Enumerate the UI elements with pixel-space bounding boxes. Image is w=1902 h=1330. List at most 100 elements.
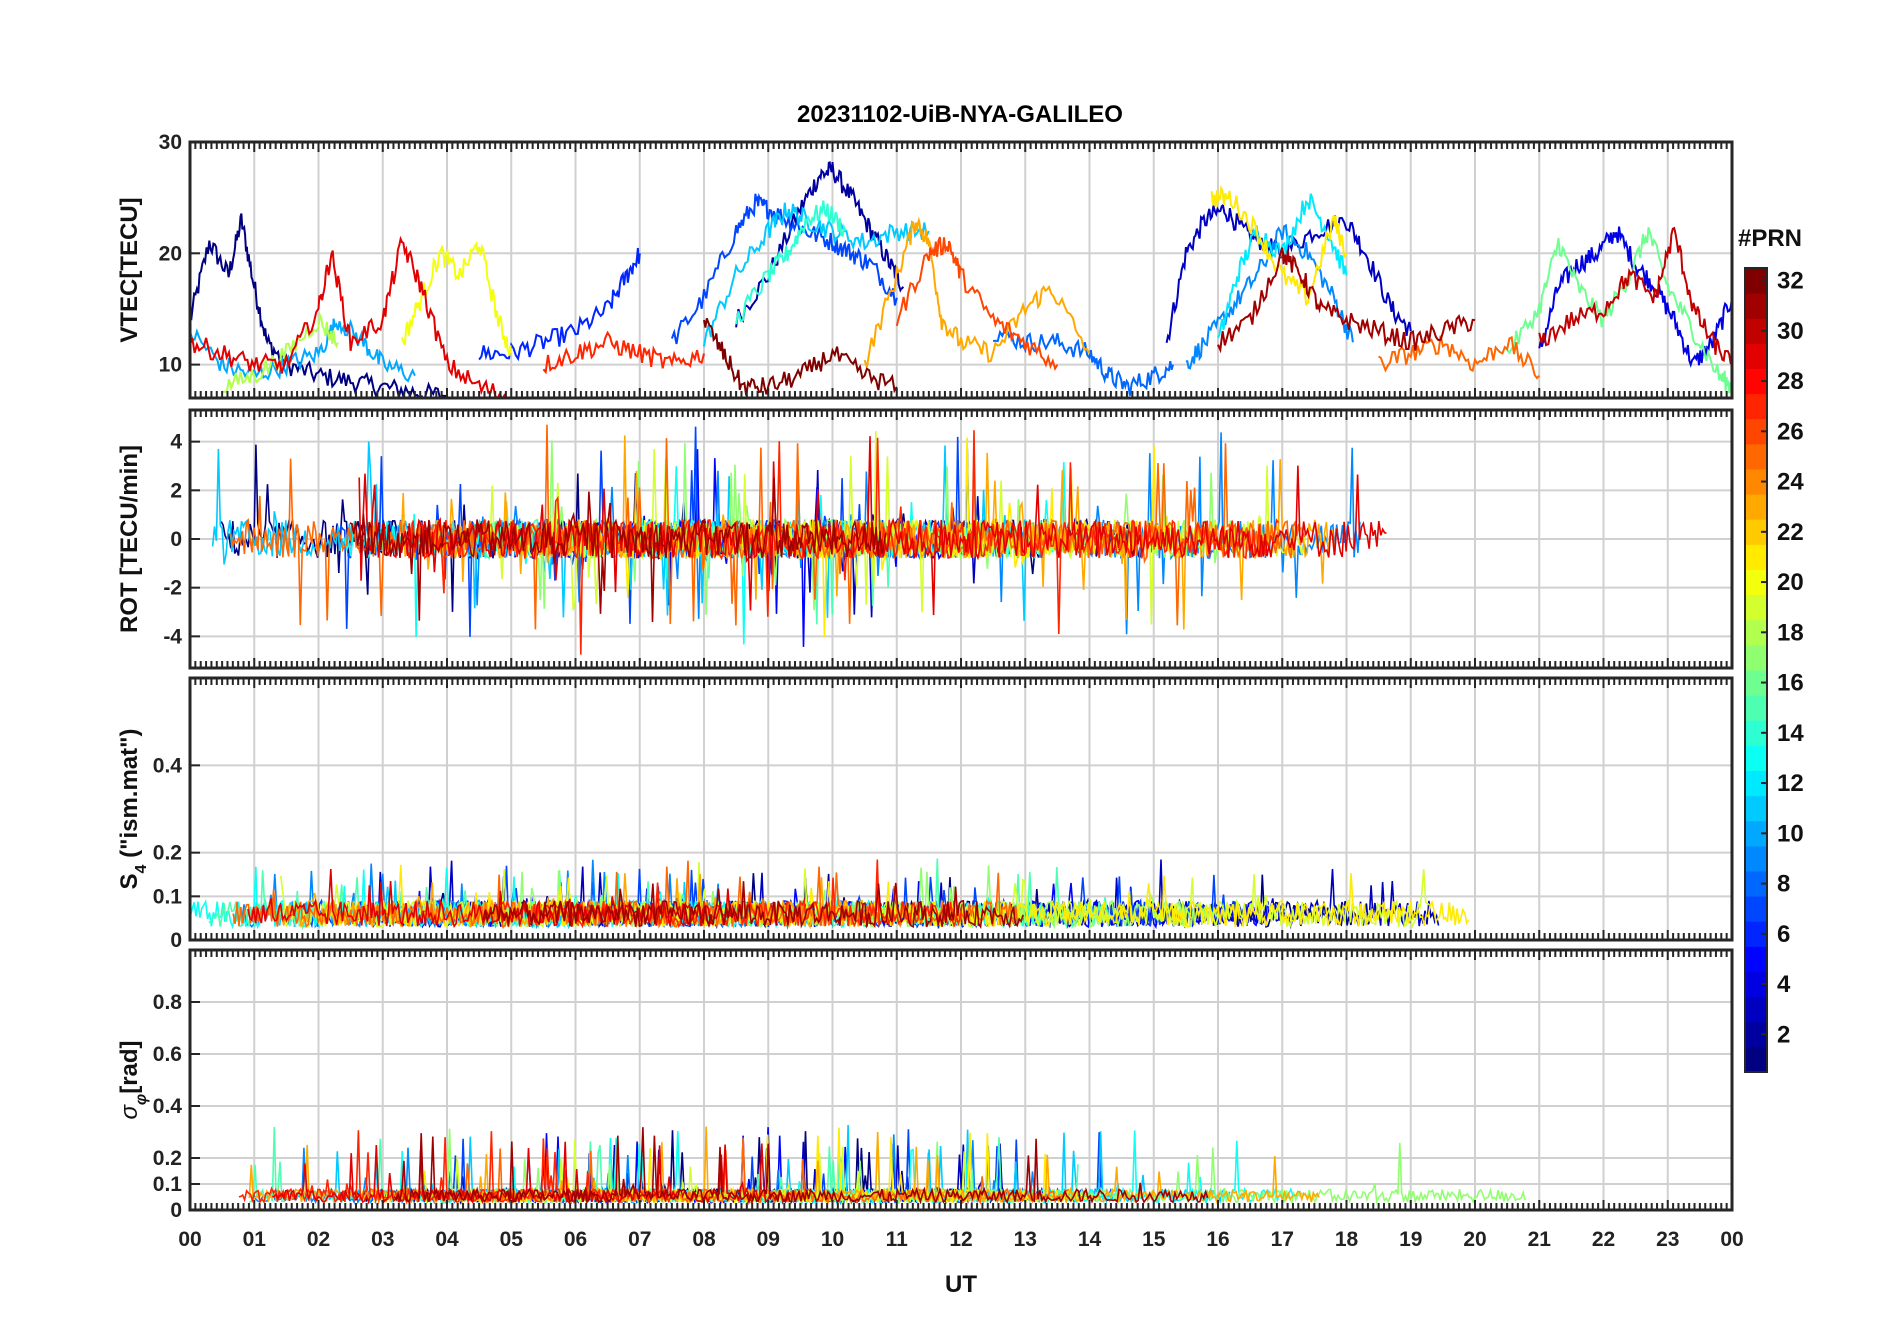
x-tick-label: 13 <box>1014 1228 1037 1251</box>
x-tick-label: 22 <box>1592 1228 1615 1251</box>
colorbar-tick-label: 4 <box>1777 971 1791 998</box>
vtec-series-prn-27 <box>542 330 705 375</box>
vtec-series-prn-30 <box>1538 226 1732 366</box>
colorbar-band <box>1745 845 1767 872</box>
colorbar-band <box>1745 946 1767 972</box>
colorbar-band <box>1745 318 1767 344</box>
colorbar-band <box>1745 695 1767 721</box>
y-axis-label-sigma_phi: σφ[rad] <box>116 1040 150 1119</box>
x-tick-label: 10 <box>821 1228 844 1251</box>
y-tick-label-rot: 2 <box>170 479 182 502</box>
panel-sigma_phi: 0 0.1 0.2 0.4 0.6 0.8 σφ[rad] <box>116 948 1734 1222</box>
colorbar-band <box>1745 268 1767 294</box>
x-tick-label: 03 <box>371 1228 394 1251</box>
vtec-series-prn-7 <box>670 192 898 345</box>
x-tick-label: 20 <box>1463 1228 1486 1251</box>
s4-trace-prn-31 <box>482 881 1024 930</box>
vtec-series-prn-10 <box>190 318 416 383</box>
x-tick-label: 00 <box>1720 1228 1743 1251</box>
x-tick-label: 07 <box>628 1228 651 1251</box>
y-tick-label-sigma_phi: 0.8 <box>153 991 183 1014</box>
colorbar-band <box>1745 293 1767 319</box>
colorbar-tick-label: 32 <box>1777 268 1804 295</box>
colorbar-band <box>1745 519 1767 545</box>
x-tick-label: 23 <box>1656 1228 1679 1251</box>
vtec-series-prn-18 <box>222 311 339 393</box>
colorbar-band <box>1745 820 1767 847</box>
x-tick-label: 05 <box>500 1228 524 1251</box>
vtec-series-prn-16 <box>1506 227 1732 394</box>
vtec-series-prn-26 <box>895 236 1059 371</box>
colorbar-band <box>1745 720 1767 746</box>
y-tick-label-vtec: 20 <box>159 242 182 265</box>
vtec-series-prn-32 <box>703 317 898 396</box>
vtec-series-prn-8 <box>992 327 1174 396</box>
x-tick-label: 17 <box>1271 1228 1294 1251</box>
colorbar-band <box>1745 569 1767 596</box>
series-group-sigma_phi <box>238 1124 1526 1206</box>
y-tick-label-vtec: 30 <box>159 131 182 154</box>
colorbar-band <box>1745 1021 1767 1048</box>
y-tick-label-s4: 0.1 <box>153 885 183 908</box>
vtec-series-prn-25 <box>1378 335 1541 380</box>
x-tick-label: 15 <box>1142 1228 1166 1251</box>
vtec-series-prn-23 <box>863 216 1091 368</box>
colorbar-tick-label: 30 <box>1777 318 1804 345</box>
colorbar-tick-label: 20 <box>1777 569 1804 596</box>
colorbar-band <box>1745 670 1767 696</box>
vtec-series-prn-6 <box>478 247 641 362</box>
y-tick-label-rot: 0 <box>170 528 182 551</box>
colorbar-band <box>1745 469 1767 495</box>
colorbar-band <box>1745 443 1767 470</box>
x-tick-label: 11 <box>886 1228 909 1251</box>
colorbar-tick-label: 12 <box>1777 770 1804 797</box>
chart-title: 20231102-UiB-NYA-GALILEO <box>797 101 1123 128</box>
x-tick-label: 19 <box>1399 1228 1422 1251</box>
colorbar-tick-label: 2 <box>1777 1021 1790 1048</box>
x-axis-label: UT <box>945 1271 977 1298</box>
x-tick-label: 01 <box>243 1228 267 1251</box>
minor-ticks-sigma_phi <box>189 950 1733 1210</box>
y-tick-label-sigma_phi: 0.6 <box>153 1043 182 1066</box>
x-tick-label: 04 <box>435 1228 459 1251</box>
colorbar-band <box>1745 393 1767 420</box>
colorbar-band <box>1745 795 1767 822</box>
panel-vtec: 10 20 30 VTEC[TECU] <box>116 131 1734 400</box>
vtec-series-prn-29 <box>190 235 512 398</box>
colorbar-band <box>1745 971 1767 998</box>
rot-trace-prn-31 <box>349 478 887 623</box>
colorbar-label: #PRN <box>1738 225 1802 252</box>
y-tick-label-rot: -4 <box>163 625 182 648</box>
colorbar-band <box>1745 745 1767 771</box>
sigma_phi-trace-prn-31 <box>393 1127 1209 1206</box>
x-tick-label: 09 <box>757 1228 780 1251</box>
colorbar-band <box>1745 996 1767 1023</box>
x-tick-label: 02 <box>307 1228 330 1251</box>
colorbar-band <box>1745 368 1767 395</box>
x-tick-label: 21 <box>1528 1228 1552 1251</box>
colorbar-band <box>1745 494 1767 520</box>
x-tick-label: 00 <box>178 1228 201 1251</box>
y-tick-label-s4: 0.4 <box>153 754 183 777</box>
x-tick-label: 06 <box>564 1228 587 1251</box>
colorbar-tick-label: 16 <box>1777 670 1804 697</box>
y-tick-label-s4: 0.2 <box>153 842 182 865</box>
vtec-series-prn-14 <box>735 200 847 325</box>
colorbar-band <box>1745 896 1767 922</box>
colorbar-tick-label: 22 <box>1777 519 1804 546</box>
x-tick-label: 08 <box>692 1228 716 1251</box>
colorbar-band <box>1745 619 1767 646</box>
vtec-series-prn-12 <box>1217 193 1348 339</box>
x-tick-label: 12 <box>949 1228 972 1251</box>
colorbar-tick-label: 28 <box>1777 368 1804 395</box>
colorbar-tick-label: 26 <box>1777 418 1804 445</box>
colorbar-tick-label: 18 <box>1777 619 1804 646</box>
vtec-series-prn-31 <box>1217 247 1476 354</box>
colorbar-band <box>1745 343 1767 369</box>
y-tick-label-sigma_phi: 0.1 <box>153 1173 183 1196</box>
vtec-series-prn-20 <box>401 240 513 356</box>
y-tick-label-sigma_phi: 0 <box>170 1199 182 1222</box>
colorbar-band <box>1745 871 1767 897</box>
colorbar-tick-label: 6 <box>1777 921 1790 948</box>
